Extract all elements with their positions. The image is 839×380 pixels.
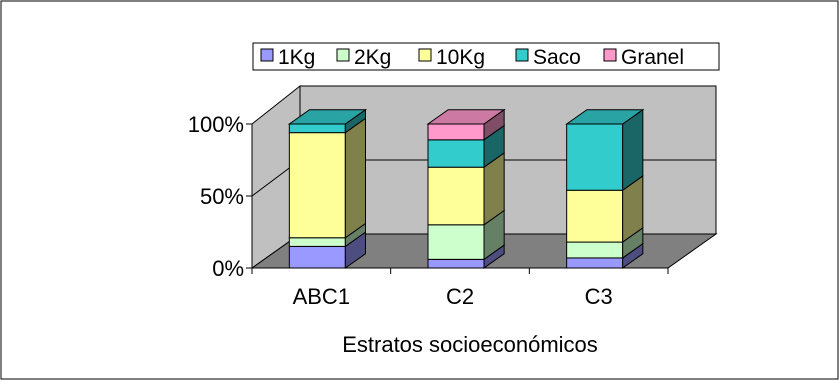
legend: 1Kg 2Kg 10Kg Saco Granel <box>252 42 720 71</box>
bar-segment <box>427 258 485 269</box>
bar-segment-top <box>287 109 368 125</box>
y-tick-label: 50% <box>200 184 244 209</box>
bar-segment-top <box>426 109 506 125</box>
y-tick-label: 0% <box>212 256 244 281</box>
y-tick-labels: 0% 50% 100% <box>188 112 244 281</box>
bar-segment <box>427 224 485 260</box>
legend-swatch <box>515 48 529 62</box>
bar-stack <box>287 108 368 269</box>
bar-segment <box>566 123 624 191</box>
bar-stack <box>565 108 645 269</box>
bar-segment <box>288 132 346 239</box>
legend-swatch <box>603 48 617 62</box>
plot-area <box>246 84 718 274</box>
bars <box>287 108 645 269</box>
x-tick-labels: ABC1 C2 C3 <box>293 284 613 309</box>
x-tick-label: C3 <box>585 284 613 309</box>
x-tick-label: C2 <box>446 284 474 309</box>
legend-box <box>252 42 720 71</box>
bar-segment <box>566 257 624 269</box>
legend-item: 10Kg <box>418 46 485 69</box>
legend-item: Granel <box>603 46 684 69</box>
legend-label: 2Kg <box>354 46 391 69</box>
legend-item: 1Kg <box>260 46 315 69</box>
bar-segment-top <box>565 109 645 125</box>
legend-item: 2Kg <box>336 46 391 69</box>
bar-stack <box>426 108 506 269</box>
bar-segment <box>288 237 346 247</box>
legend-item: Saco <box>515 46 581 69</box>
legend-swatch <box>260 48 274 62</box>
bar-segment <box>427 166 485 226</box>
x-axis-title: Estratos socioeconómicos <box>342 332 598 357</box>
bar-segment <box>566 189 624 243</box>
legend-label: Saco <box>533 46 581 69</box>
x-tick-label: ABC1 <box>293 284 350 309</box>
bar-segment <box>427 123 485 141</box>
legend-label: 10Kg <box>436 46 485 69</box>
legend-label: 1Kg <box>278 46 315 69</box>
bar-segment <box>288 245 346 269</box>
y-tick-label: 100% <box>188 112 244 137</box>
legend-swatch <box>336 48 350 62</box>
bar-segment-side <box>344 117 366 239</box>
bar-segment <box>427 139 485 168</box>
legend-label: Granel <box>621 46 684 69</box>
bar-segment <box>566 241 624 259</box>
axis-ticks <box>246 123 669 274</box>
bar-segment <box>288 123 346 134</box>
legend-swatch <box>418 48 432 62</box>
